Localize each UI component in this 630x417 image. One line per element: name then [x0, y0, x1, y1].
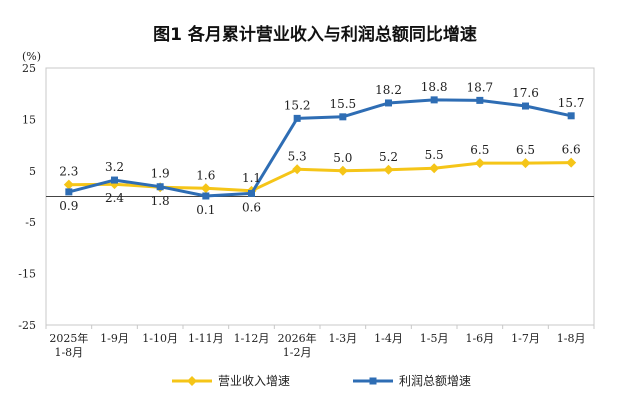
data-point [383, 164, 394, 175]
legend-marker [369, 377, 377, 385]
chart-title: 图1 各月累计营业收入与利润总额同比增速 [153, 25, 477, 45]
x-tick-label: 2026年 [278, 331, 317, 345]
data-label: 5.0 [333, 151, 352, 165]
data-label: 2.3 [59, 165, 78, 179]
x-tick-label: 1-12月 [234, 332, 270, 345]
data-label: 0.9 [59, 199, 78, 213]
data-label: 6.5 [470, 143, 489, 157]
data-label: 6.5 [516, 143, 535, 157]
x-tick-label: 1-8月 [54, 346, 83, 359]
x-tick-label: 1-10月 [142, 332, 178, 345]
data-point [337, 165, 348, 176]
series-line-0 [68, 161, 572, 193]
data-point [293, 114, 301, 122]
data-label: 6.6 [562, 143, 581, 157]
data-point [200, 183, 211, 194]
data-point [339, 113, 347, 121]
data-label: 18.8 [421, 80, 448, 94]
data-label: 15.7 [558, 96, 585, 110]
data-label: 0.1 [196, 203, 215, 217]
x-tick-label: 1-6月 [465, 332, 494, 345]
data-label: 2.4 [105, 191, 124, 205]
data-point [429, 163, 440, 174]
x-tick-label: 1-7月 [511, 332, 540, 345]
data-label: 15.2 [284, 98, 311, 112]
data-point [156, 183, 164, 191]
x-tick-label: 1-11月 [188, 332, 224, 345]
data-label: 1.6 [196, 168, 215, 182]
y-tick-label: -15 [18, 268, 36, 281]
y-tick-label: 15 [22, 113, 36, 126]
data-point [522, 102, 529, 110]
data-point [474, 158, 485, 169]
x-tick-label: 1-8月 [557, 332, 586, 345]
data-point [566, 157, 577, 168]
y-tick-label: -25 [18, 319, 36, 332]
y-tick-label: -5 [25, 216, 36, 229]
x-tick-label: 1-5月 [420, 332, 449, 345]
data-label: 5.2 [379, 150, 398, 164]
data-label: 0.6 [242, 200, 261, 214]
data-label: 5.5 [425, 148, 444, 162]
series-line-1 [68, 98, 572, 198]
data-label: 3.2 [105, 160, 124, 174]
data-point [202, 192, 210, 200]
x-tick-label: 1-2月 [283, 346, 312, 359]
legend-label: 利润总额增速 [399, 374, 471, 388]
data-point [111, 176, 118, 184]
data-label: 1.9 [151, 167, 170, 181]
y-tick-label: 25 [22, 62, 36, 75]
x-tick-label: 1-9月 [100, 332, 129, 345]
y-axis-unit: (%) [22, 50, 41, 63]
data-point [385, 99, 392, 107]
data-point [476, 96, 484, 104]
data-point [65, 188, 73, 196]
x-tick-label: 1-4月 [374, 332, 403, 345]
data-point [292, 164, 303, 175]
data-point [248, 189, 255, 197]
legend-marker [187, 376, 197, 386]
x-tick-label: 1-3月 [328, 332, 357, 345]
x-tick-label: 2025年 [49, 331, 88, 345]
data-point [520, 158, 531, 169]
data-label: 5.3 [288, 149, 307, 163]
data-label: 18.7 [466, 80, 493, 94]
data-label: 15.5 [329, 97, 356, 111]
data-point [567, 112, 575, 120]
legend-label: 营业收入增速 [218, 374, 290, 388]
data-label: 1.1 [242, 171, 261, 185]
data-label: 18.2 [375, 83, 402, 97]
y-tick-label: 5 [29, 165, 36, 178]
data-point [430, 96, 438, 104]
data-point [63, 179, 74, 190]
data-label: 1.8 [151, 194, 170, 208]
data-label: 17.6 [512, 86, 539, 100]
